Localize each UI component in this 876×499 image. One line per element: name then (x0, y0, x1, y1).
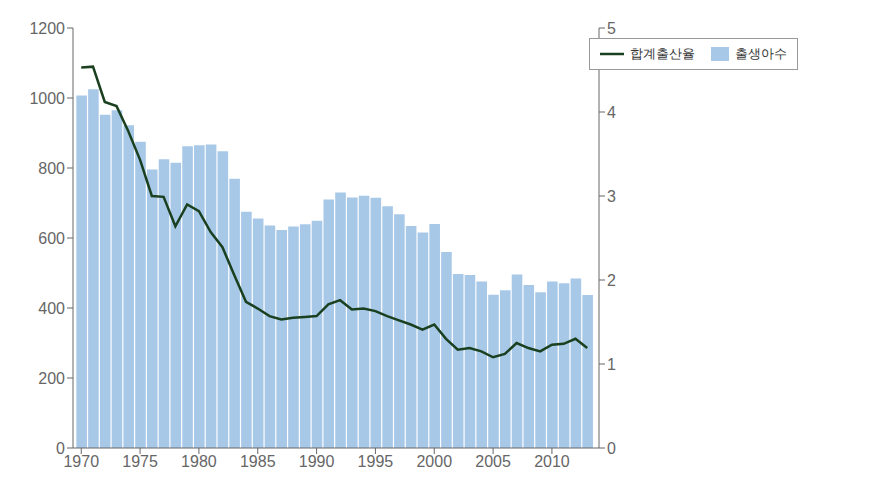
svg-text:1000: 1000 (29, 90, 65, 107)
svg-text:0: 0 (56, 440, 65, 457)
svg-text:2000: 2000 (416, 453, 452, 470)
svg-text:1990: 1990 (299, 453, 335, 470)
svg-text:1970: 1970 (63, 453, 99, 470)
svg-text:2005: 2005 (475, 453, 511, 470)
svg-text:600: 600 (38, 230, 65, 247)
svg-text:1975: 1975 (122, 453, 158, 470)
svg-text:3: 3 (607, 188, 616, 205)
svg-text:1985: 1985 (240, 453, 276, 470)
svg-text:2010: 2010 (534, 453, 570, 470)
svg-text:2: 2 (607, 272, 616, 289)
html-text:합계출산율: 합계출산율 (630, 46, 695, 61)
svg-text:800: 800 (38, 160, 65, 177)
svg-text:1995: 1995 (358, 453, 394, 470)
svg-text:1200: 1200 (29, 20, 65, 37)
svg-text:5: 5 (607, 20, 616, 37)
svg-text:4: 4 (607, 104, 616, 121)
svg-text:400: 400 (38, 300, 65, 317)
svg-text:0: 0 (607, 440, 616, 457)
svg-text:1980: 1980 (181, 453, 217, 470)
svg-text:200: 200 (38, 370, 65, 387)
html-text:출생아수: 출생아수 (735, 46, 787, 61)
svg-text:1: 1 (607, 356, 616, 373)
